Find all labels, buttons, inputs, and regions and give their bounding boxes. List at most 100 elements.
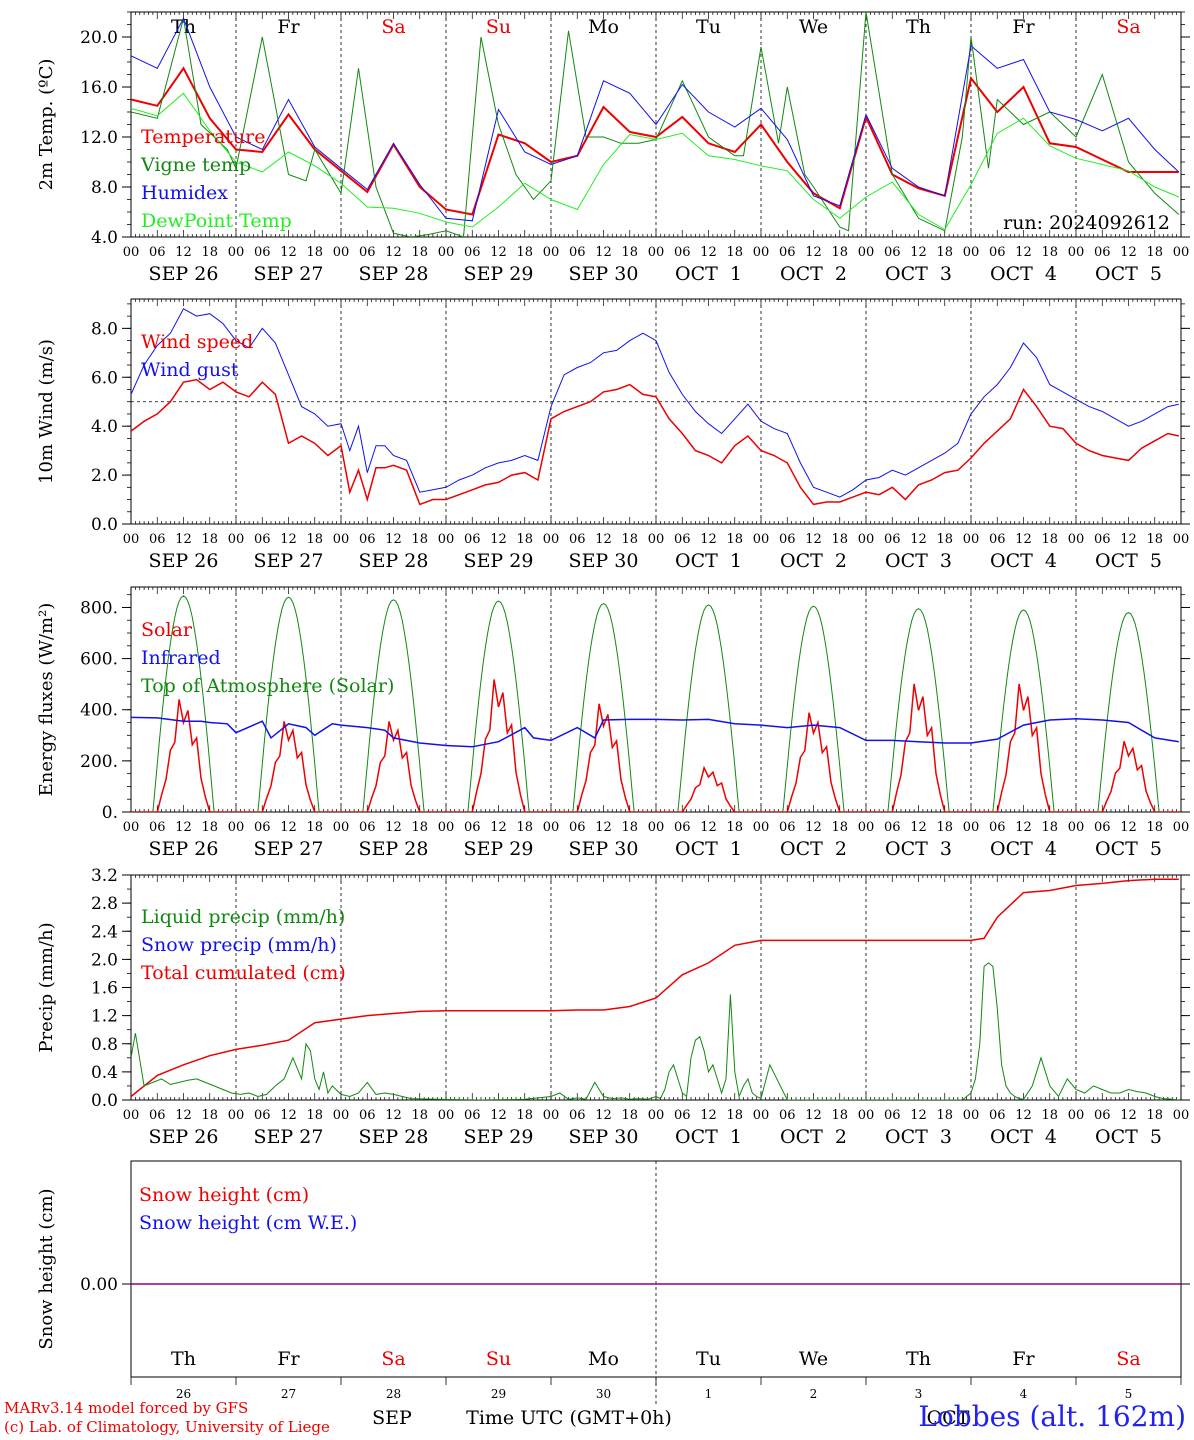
- date-label: OCT 1: [675, 1126, 742, 1148]
- hour-tick-label: 00: [963, 532, 980, 547]
- day-number-label: 30: [596, 1387, 611, 1401]
- hour-tick-label: 06: [779, 532, 796, 547]
- hour-tick-label: 06: [989, 245, 1006, 260]
- hour-tick-label: 06: [569, 532, 586, 547]
- hour-tick-label: 18: [1041, 1108, 1058, 1123]
- series-line-liquid-precip-mm-h-: [131, 962, 1179, 1100]
- hour-tick-label: 00: [123, 820, 140, 835]
- date-label: SEP 27: [254, 1126, 324, 1148]
- hour-tick-label: 06: [359, 1108, 376, 1123]
- hour-tick-label: 12: [280, 532, 297, 547]
- hour-tick-label: 18: [411, 532, 428, 547]
- hour-tick-label: 18: [306, 245, 323, 260]
- hour-tick-label: 00: [753, 820, 770, 835]
- date-label: OCT 3: [885, 550, 952, 572]
- hour-tick-label: 00: [438, 820, 455, 835]
- hour-tick-label: 00: [753, 1108, 770, 1123]
- hour-tick-label: 00: [648, 532, 665, 547]
- series-line-wind-speed: [131, 378, 1179, 506]
- hour-tick-label: 06: [149, 245, 166, 260]
- hour-tick-label: 00: [1068, 245, 1085, 260]
- date-label: SEP 26: [149, 838, 219, 860]
- date-label: OCT 4: [990, 1126, 1057, 1148]
- y-tick-label: 12.0: [80, 128, 118, 148]
- hour-tick-label: 18: [306, 532, 323, 547]
- series-line-toa-solar: [131, 595, 1181, 812]
- date-label: OCT 1: [675, 550, 742, 572]
- y-tick-label: 16.0: [80, 78, 118, 98]
- hour-tick-label: 12: [910, 820, 927, 835]
- y-tick-label: 8.0: [91, 319, 118, 339]
- hour-tick-label: 12: [1015, 245, 1032, 260]
- hour-tick-label: 18: [411, 820, 428, 835]
- date-label: SEP 28: [359, 263, 429, 285]
- date-label: SEP 30: [569, 1126, 639, 1148]
- hour-tick-label: 06: [884, 820, 901, 835]
- date-label: OCT 5: [1095, 1126, 1162, 1148]
- hour-tick-label: 06: [1094, 245, 1111, 260]
- date-label: SEP 30: [569, 838, 639, 860]
- day-name-label: Su: [486, 16, 511, 38]
- date-label: SEP 26: [149, 263, 219, 285]
- hour-tick-label: 18: [726, 245, 743, 260]
- hour-tick-label: 00: [1173, 820, 1190, 835]
- date-label: SEP 27: [254, 550, 324, 572]
- plot-frame: [130, 586, 1182, 813]
- hour-tick-label: 18: [726, 820, 743, 835]
- day-number-label: 26: [176, 1387, 191, 1401]
- plot-frame: [130, 298, 1182, 525]
- day-name-label: Fr: [277, 1348, 300, 1370]
- y-tick-label: 20.0: [80, 28, 118, 48]
- y-tick-label: 0.4: [91, 1063, 118, 1083]
- hour-tick-label: 00: [858, 532, 875, 547]
- y-axis-label: Energy fluxes (W/m²): [36, 603, 57, 797]
- hour-tick-label: 18: [621, 245, 638, 260]
- series-line-wind-gust: [131, 308, 1179, 498]
- hour-tick-label: 00: [1068, 1108, 1085, 1123]
- y-tick-label: 0.8: [91, 1035, 118, 1055]
- hour-tick-label: 12: [910, 532, 927, 547]
- hour-tick-label: 18: [726, 532, 743, 547]
- hour-tick-label: 12: [595, 1108, 612, 1123]
- hour-tick-label: 18: [516, 245, 533, 260]
- hour-tick-label: 18: [936, 245, 953, 260]
- date-label: SEP 29: [464, 1126, 534, 1148]
- y-tick-label: 800.: [80, 598, 118, 618]
- y-tick-label: 2.0: [91, 950, 118, 970]
- hour-tick-label: 00: [753, 532, 770, 547]
- hour-tick-label: 12: [490, 820, 507, 835]
- hour-tick-label: 06: [1094, 820, 1111, 835]
- hour-tick-label: 12: [175, 820, 192, 835]
- hour-tick-label: 12: [385, 532, 402, 547]
- hour-tick-label: 00: [543, 820, 560, 835]
- hour-tick-label: 18: [726, 1108, 743, 1123]
- hour-tick-label: 12: [595, 820, 612, 835]
- legend-entry: Wind gust: [141, 359, 239, 381]
- day-number-label: 4: [1020, 1387, 1028, 1401]
- date-label: OCT 1: [675, 838, 742, 860]
- hour-tick-label: 00: [1173, 532, 1190, 547]
- date-label: OCT 2: [780, 550, 847, 572]
- hour-tick-label: 18: [201, 820, 218, 835]
- series-line-humidex: [131, 17, 1180, 222]
- day-number-label: 3: [915, 1387, 923, 1401]
- date-label: SEP 28: [359, 1126, 429, 1148]
- date-label: OCT 2: [780, 263, 847, 285]
- hour-tick-label: 06: [674, 245, 691, 260]
- hour-tick-label: 00: [228, 820, 245, 835]
- hour-tick-label: 06: [674, 532, 691, 547]
- hour-tick-label: 12: [805, 820, 822, 835]
- y-tick-label: 4.0: [91, 228, 118, 248]
- hour-tick-label: 06: [569, 820, 586, 835]
- day-name-label: Th: [171, 1348, 196, 1370]
- date-label: SEP 27: [254, 838, 324, 860]
- hour-tick-label: 06: [884, 245, 901, 260]
- day-name-label: Sa: [1116, 16, 1140, 38]
- legend-entry: Snow height (cm W.E.): [139, 1212, 357, 1234]
- hour-tick-label: 18: [306, 820, 323, 835]
- day-number-label: 27: [281, 1387, 296, 1401]
- hour-tick-label: 00: [963, 1108, 980, 1123]
- day-number-label: 1: [705, 1387, 713, 1401]
- hour-tick-label: 06: [989, 532, 1006, 547]
- hour-tick-label: 06: [464, 532, 481, 547]
